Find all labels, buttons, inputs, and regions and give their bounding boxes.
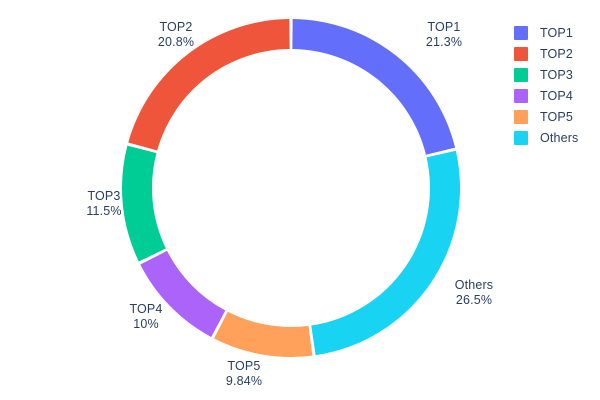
legend-item-label: TOP3 (540, 67, 574, 82)
legend-item-label: Others (540, 130, 579, 145)
slice-label-percent: 10% (133, 317, 159, 331)
slice-label-top3: TOP3 11.5% (64, 189, 144, 219)
legend-item-top3[interactable]: TOP3 (508, 64, 600, 85)
slice-label-percent: 9.84% (225, 374, 263, 388)
legend-item-label: TOP1 (540, 25, 574, 40)
legend-swatch-icon (514, 67, 528, 82)
legend-item-label: TOP4 (540, 88, 574, 103)
slice-label-name: TOP4 (129, 302, 163, 316)
slice-label-top2: TOP2 20.8% (136, 20, 216, 50)
legend-item-others[interactable]: Others (508, 127, 600, 148)
donut-slice-top1[interactable] (292, 19, 456, 155)
slice-label-percent: 20.8% (157, 35, 195, 49)
legend-item-top1[interactable]: TOP1 (508, 22, 600, 43)
donut-slice-top5[interactable] (214, 311, 313, 358)
slice-label-name: TOP2 (159, 20, 193, 34)
slice-label-top1: TOP1 21.3% (404, 20, 484, 50)
slice-label-percent: 21.3% (425, 35, 463, 49)
slice-label-top4: TOP4 10% (106, 302, 186, 332)
legend-item-top5[interactable]: TOP5 (508, 106, 600, 127)
legend-swatch-icon (514, 25, 528, 40)
slice-label-top5: TOP5 9.84% (204, 359, 284, 389)
donut-slice-top2[interactable] (128, 19, 290, 151)
legend-item-label: TOP5 (540, 109, 574, 124)
slice-label-name: TOP3 (87, 189, 121, 203)
legend-swatch-icon (514, 88, 528, 103)
legend-swatch-icon (514, 130, 528, 145)
legend-swatch-icon (514, 46, 528, 61)
donut-slice-top3[interactable] (122, 145, 166, 262)
legend-item-top2[interactable]: TOP2 (508, 43, 600, 64)
legend-swatch-icon (514, 109, 528, 124)
slice-label-percent: 26.5% (455, 293, 493, 307)
slice-label-name: Others (454, 278, 494, 292)
donut-slice-others[interactable] (311, 150, 461, 356)
slice-label-name: TOP1 (427, 20, 461, 34)
chart-legend[interactable]: TOP1 TOP2 TOP3 TOP4 TOP5 Others (508, 22, 600, 148)
slice-label-others: Others 26.5% (434, 278, 514, 308)
legend-item-top4[interactable]: TOP4 (508, 85, 600, 106)
slice-label-percent: 11.5% (86, 204, 122, 218)
slice-label-name: TOP5 (227, 359, 261, 373)
donut-slice-group (122, 19, 461, 358)
donut-slice-top4[interactable] (140, 250, 226, 337)
legend-item-label: TOP2 (540, 46, 574, 61)
